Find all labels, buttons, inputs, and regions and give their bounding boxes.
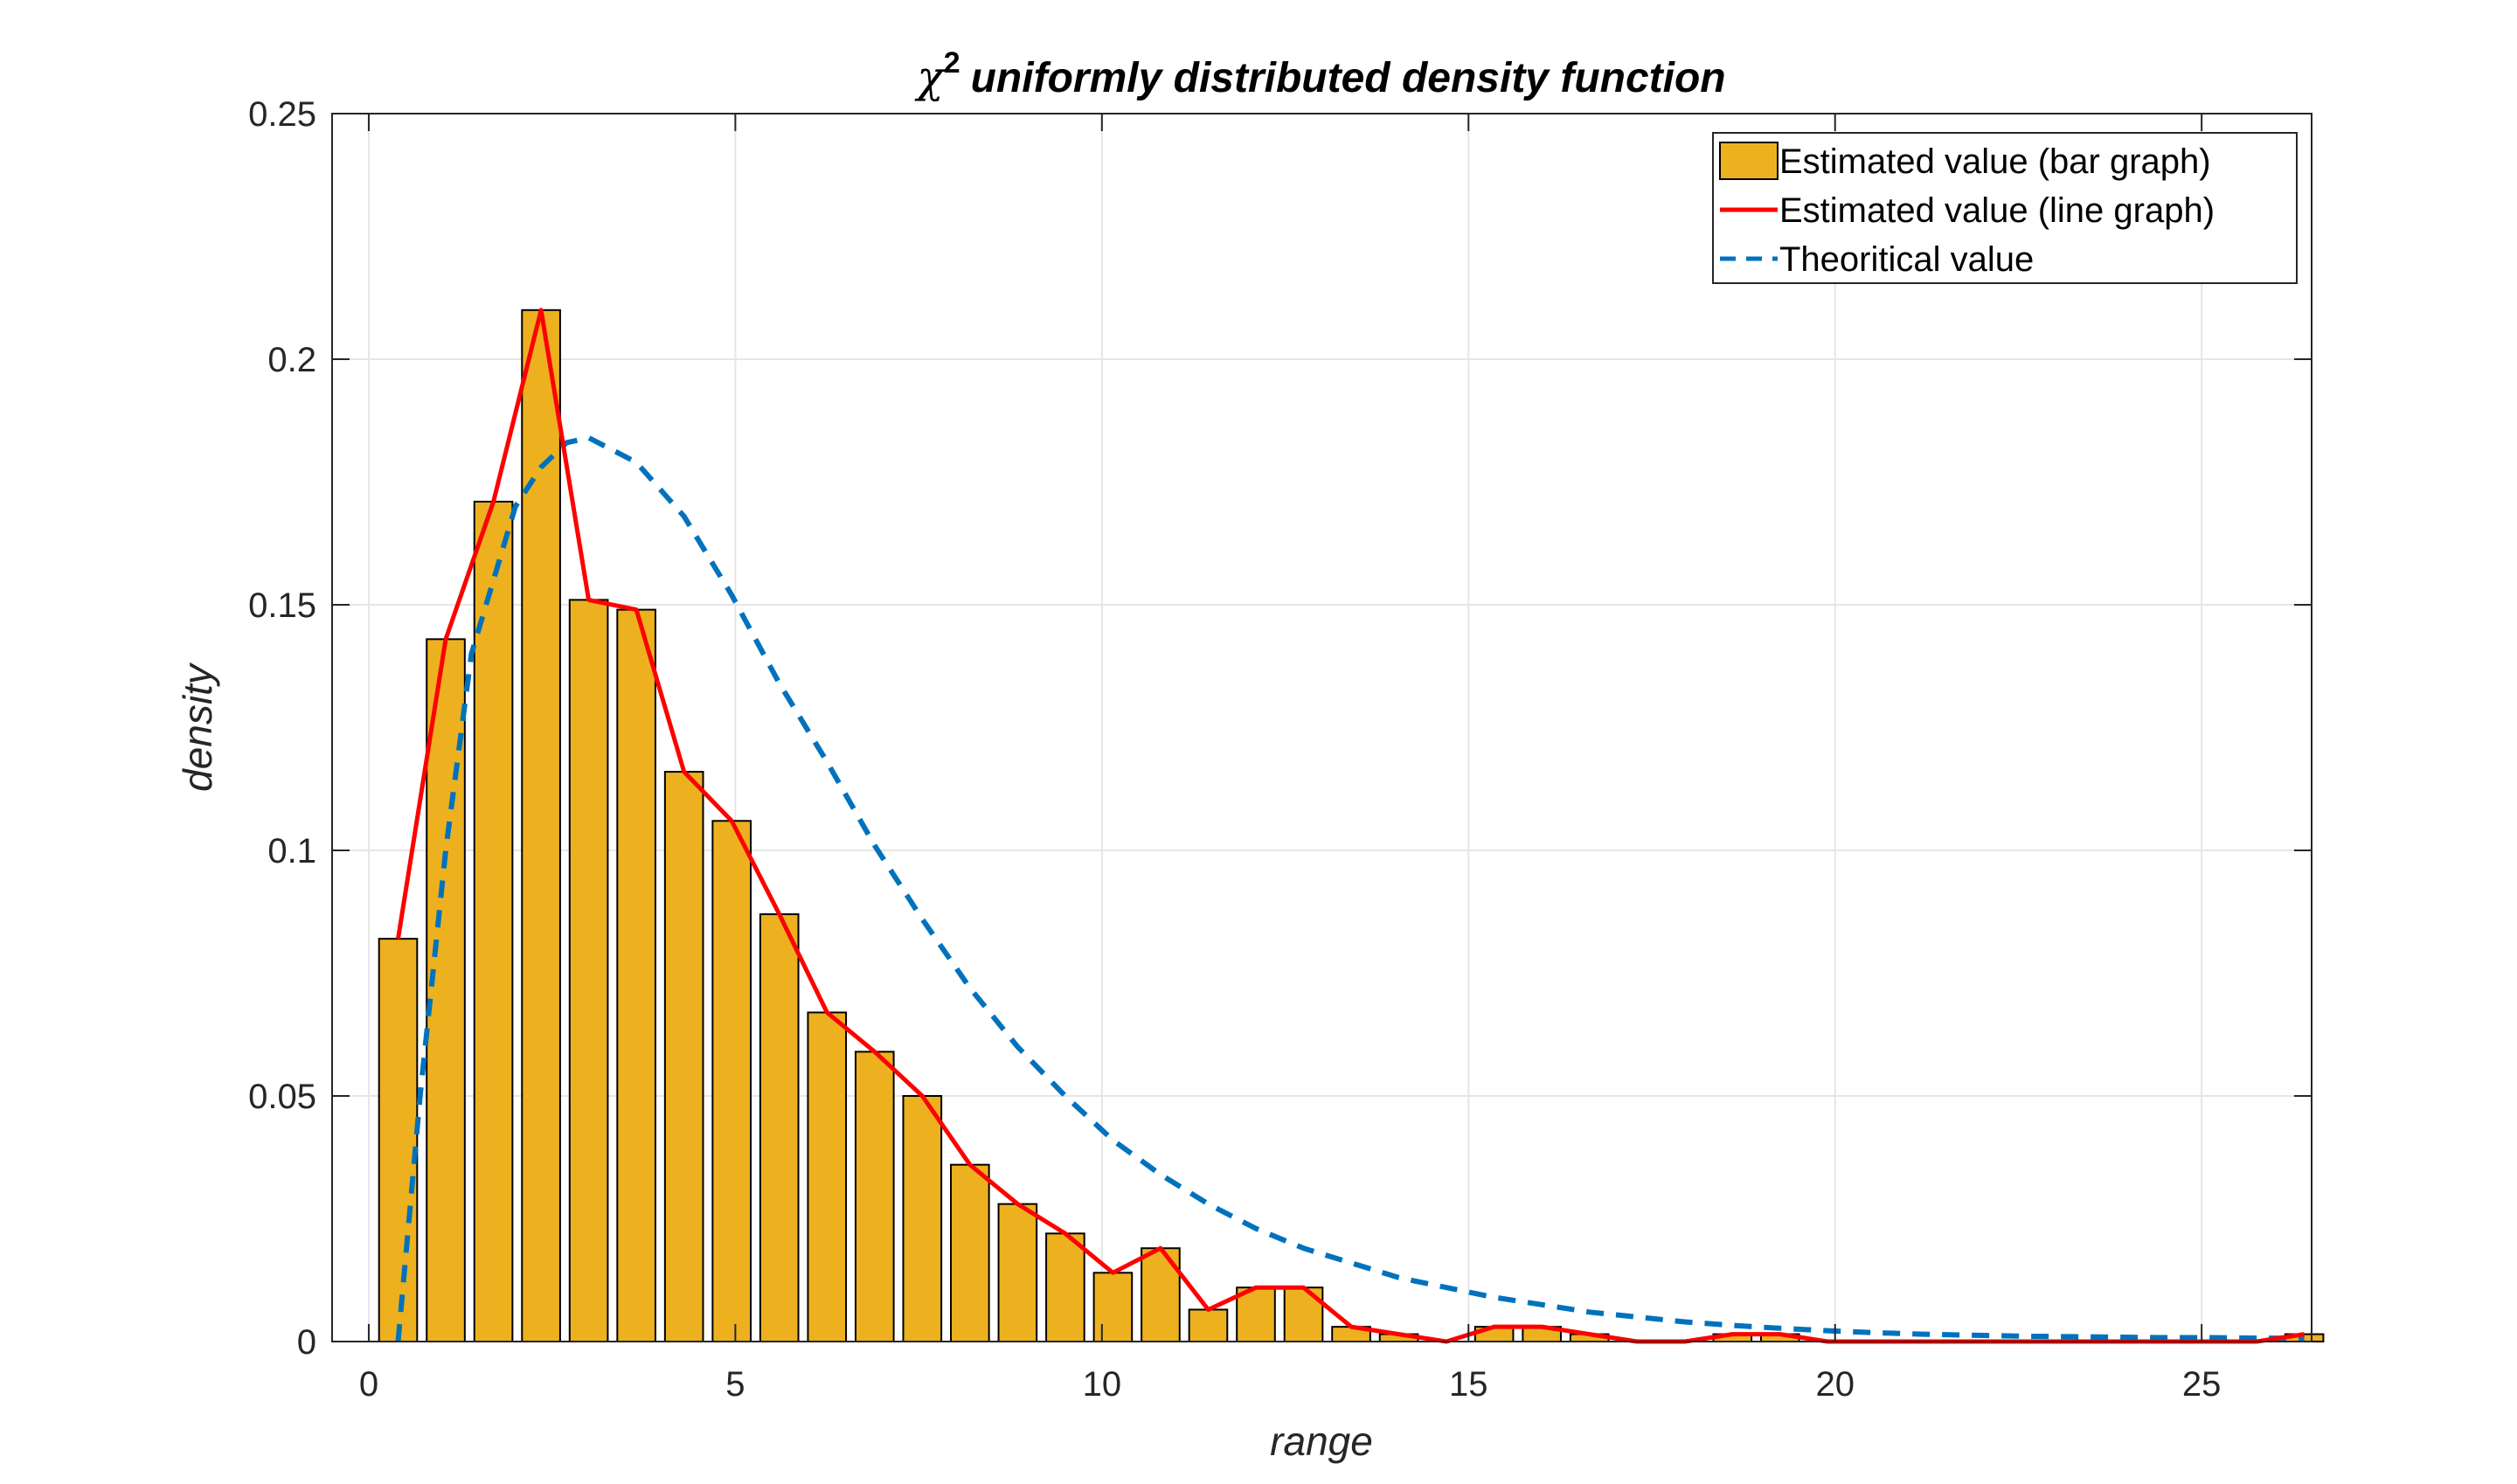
y-tick-label: 0.25 [248,95,316,134]
bar-series [378,309,2325,1343]
histogram-bar [663,771,704,1342]
y-axis-label: density [175,662,220,792]
axes-box [331,113,2312,1342]
histogram-bar [950,1163,990,1343]
x-tick-label: 15 [1449,1365,1488,1404]
y-tick-label: 0.15 [248,586,316,625]
axes [331,113,2312,1342]
y-tick-label: 0 [297,1323,316,1362]
x-tick-label: 0 [359,1365,378,1404]
theoretical-density-line [395,434,2305,1342]
histogram-bar [1092,1272,1134,1342]
histogram-bar [902,1095,943,1342]
legend-box [1712,132,2298,284]
histogram-bar [1188,1308,1229,1342]
histogram-bar [378,938,419,1343]
x-tick-label: 5 [725,1365,745,1404]
x-tick-label: 10 [1083,1365,1122,1404]
plot-area [332,114,2312,1342]
title-symbol: χ [914,52,946,102]
histogram-bar [568,599,609,1342]
histogram-bar [759,913,800,1343]
x-tick-label: 25 [2182,1365,2222,1404]
legend: Estimated value (bar graph) Estimated va… [1712,132,2298,284]
legend-label-line: Estimated value (line graph) [1779,191,2215,230]
legend-swatch-bar [1719,142,1779,180]
theoretical-series [395,434,2305,1342]
y-tick-label: 0.05 [248,1078,316,1116]
legend-label-bar: Estimated value (bar graph) [1779,142,2211,181]
histogram-bar [1045,1232,1085,1342]
legend-label-dashed: Theoritical value [1779,240,2034,279]
x-axis-label: range [1270,1418,1373,1464]
y-tick-label: 0.2 [267,341,316,379]
histogram-bar [997,1203,1038,1343]
histogram-bar [616,608,656,1342]
x-tick-label: 20 [1815,1365,1855,1404]
tick-labels: 0 5 10 15 20 25 0 0.05 0.1 0.15 0.2 0.25 [248,95,2221,1404]
y-tick-label: 0.1 [267,832,316,870]
histogram-bar [807,1011,848,1342]
title-text: uniformly distributed density function [971,55,1726,101]
chart-title: χ2 uniformly distributed density function [914,46,1725,102]
histogram-bar [854,1051,895,1343]
title-superscript: 2 [944,46,960,80]
histogram-bar [1236,1286,1276,1343]
histogram-bar [1283,1286,1324,1343]
histogram-bar [711,820,752,1342]
